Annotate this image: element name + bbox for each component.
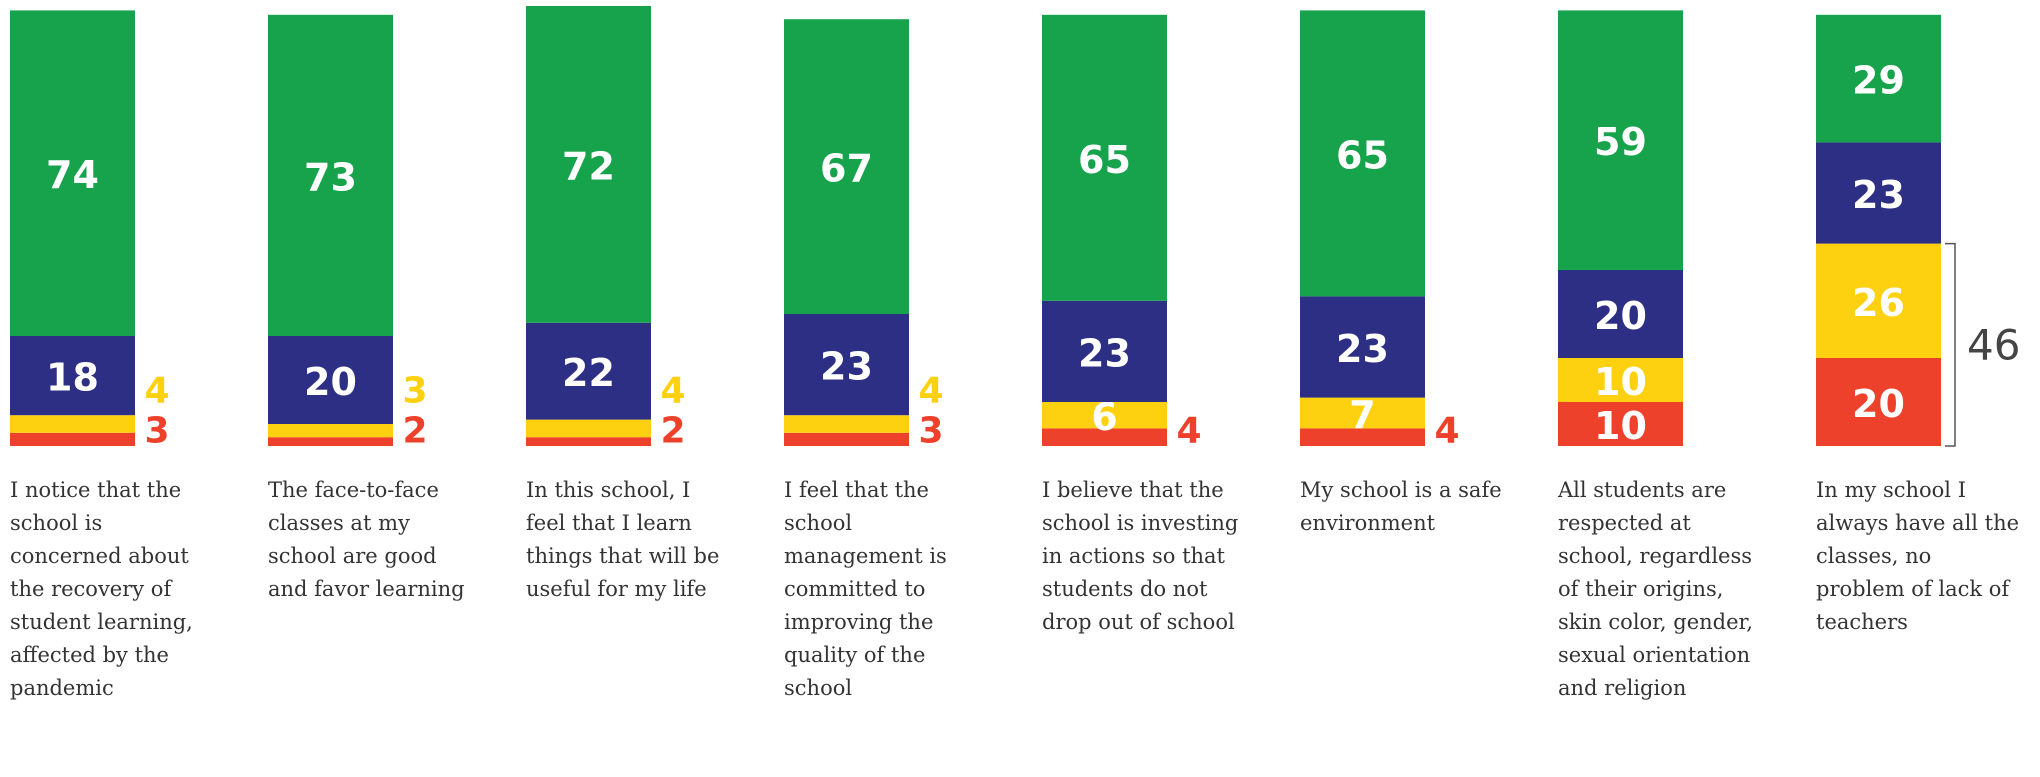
value-label: 4 [144,371,169,412]
category-label: The face-to-face classes at my school ar… [268,478,465,601]
value-label: 10 [1594,360,1647,404]
bar-segment [1558,402,1683,446]
bar-segment [1042,300,1167,402]
bar-segment [784,415,909,433]
value-label: 59 [1594,120,1647,164]
bar-segment [1300,397,1425,429]
value-label: 2 [402,411,427,452]
category-label: All students are respected at school, re… [1558,478,1753,700]
value-label: 23 [1852,173,1905,217]
value-label: 18 [46,356,99,400]
bar-segment [10,336,135,416]
bar-segment [526,322,651,420]
bar-segment [784,314,909,416]
category-label: I notice that the school is concerned ab… [10,478,193,700]
bar-segment [1816,358,1941,446]
bar-segment [1042,402,1167,429]
value-label: 4 [660,371,685,412]
value-label: 20 [304,360,357,404]
bar-segment [1816,14,1941,143]
value-label: 29 [1852,59,1905,103]
bar-segment [268,14,393,337]
value-label: 65 [1078,138,1131,182]
bar-segment [1300,10,1425,297]
value-label: 23 [1336,327,1389,371]
category-label: I believe that the school is investing i… [1042,478,1239,634]
value-label: 10 [1594,404,1647,448]
bar-segment [1042,428,1167,446]
bar-segment [526,419,651,438]
value-label: 23 [820,345,873,389]
value-label: 6 [1091,395,1117,439]
bracket [1945,242,1956,447]
value-label: 3 [402,371,427,412]
bar-segment [1300,296,1425,398]
value-label: 2 [660,411,685,452]
value-label: 4 [1434,411,1459,452]
value-label: 3 [144,411,169,452]
bar-segment [1816,243,1941,358]
bar-segment [1558,10,1683,271]
annotation: 46 [1967,320,2020,369]
category-label: I feel that the school management is com… [784,478,947,700]
value-label: 74 [46,153,99,197]
value-label: 4 [1176,411,1201,452]
value-label: 7 [1349,393,1375,437]
bar-segment [1816,142,1941,244]
bar-segment [268,437,393,446]
value-label: 72 [562,144,615,188]
bar-segment [10,10,135,337]
value-label: 65 [1336,133,1389,177]
bar-segment [1558,358,1683,402]
value-label: 20 [1594,294,1647,338]
bar-segment [784,19,909,314]
value-label: 20 [1852,382,1905,426]
value-label: 67 [820,147,873,191]
bar-segment [10,415,135,433]
value-label: 4 [918,371,943,412]
value-label: 22 [562,351,615,395]
bar-segment [1042,14,1167,301]
value-label: 3 [918,411,943,452]
category-label: In this school, I feel that I learn thin… [526,478,720,601]
bar-segment [1300,428,1425,446]
category-label: My school is a safe environment [1300,478,1502,535]
category-label: In my school I always have all the class… [1816,478,2020,634]
value-label: 26 [1852,281,1905,325]
bar-segment [526,437,651,446]
value-label: 23 [1078,331,1131,375]
bar-segment [10,432,135,446]
bar-segment [526,6,651,323]
bar-segment [268,424,393,438]
bar-segment [268,336,393,424]
bar-segment [1558,270,1683,358]
value-label: 73 [304,155,357,199]
bar-segment [784,432,909,446]
